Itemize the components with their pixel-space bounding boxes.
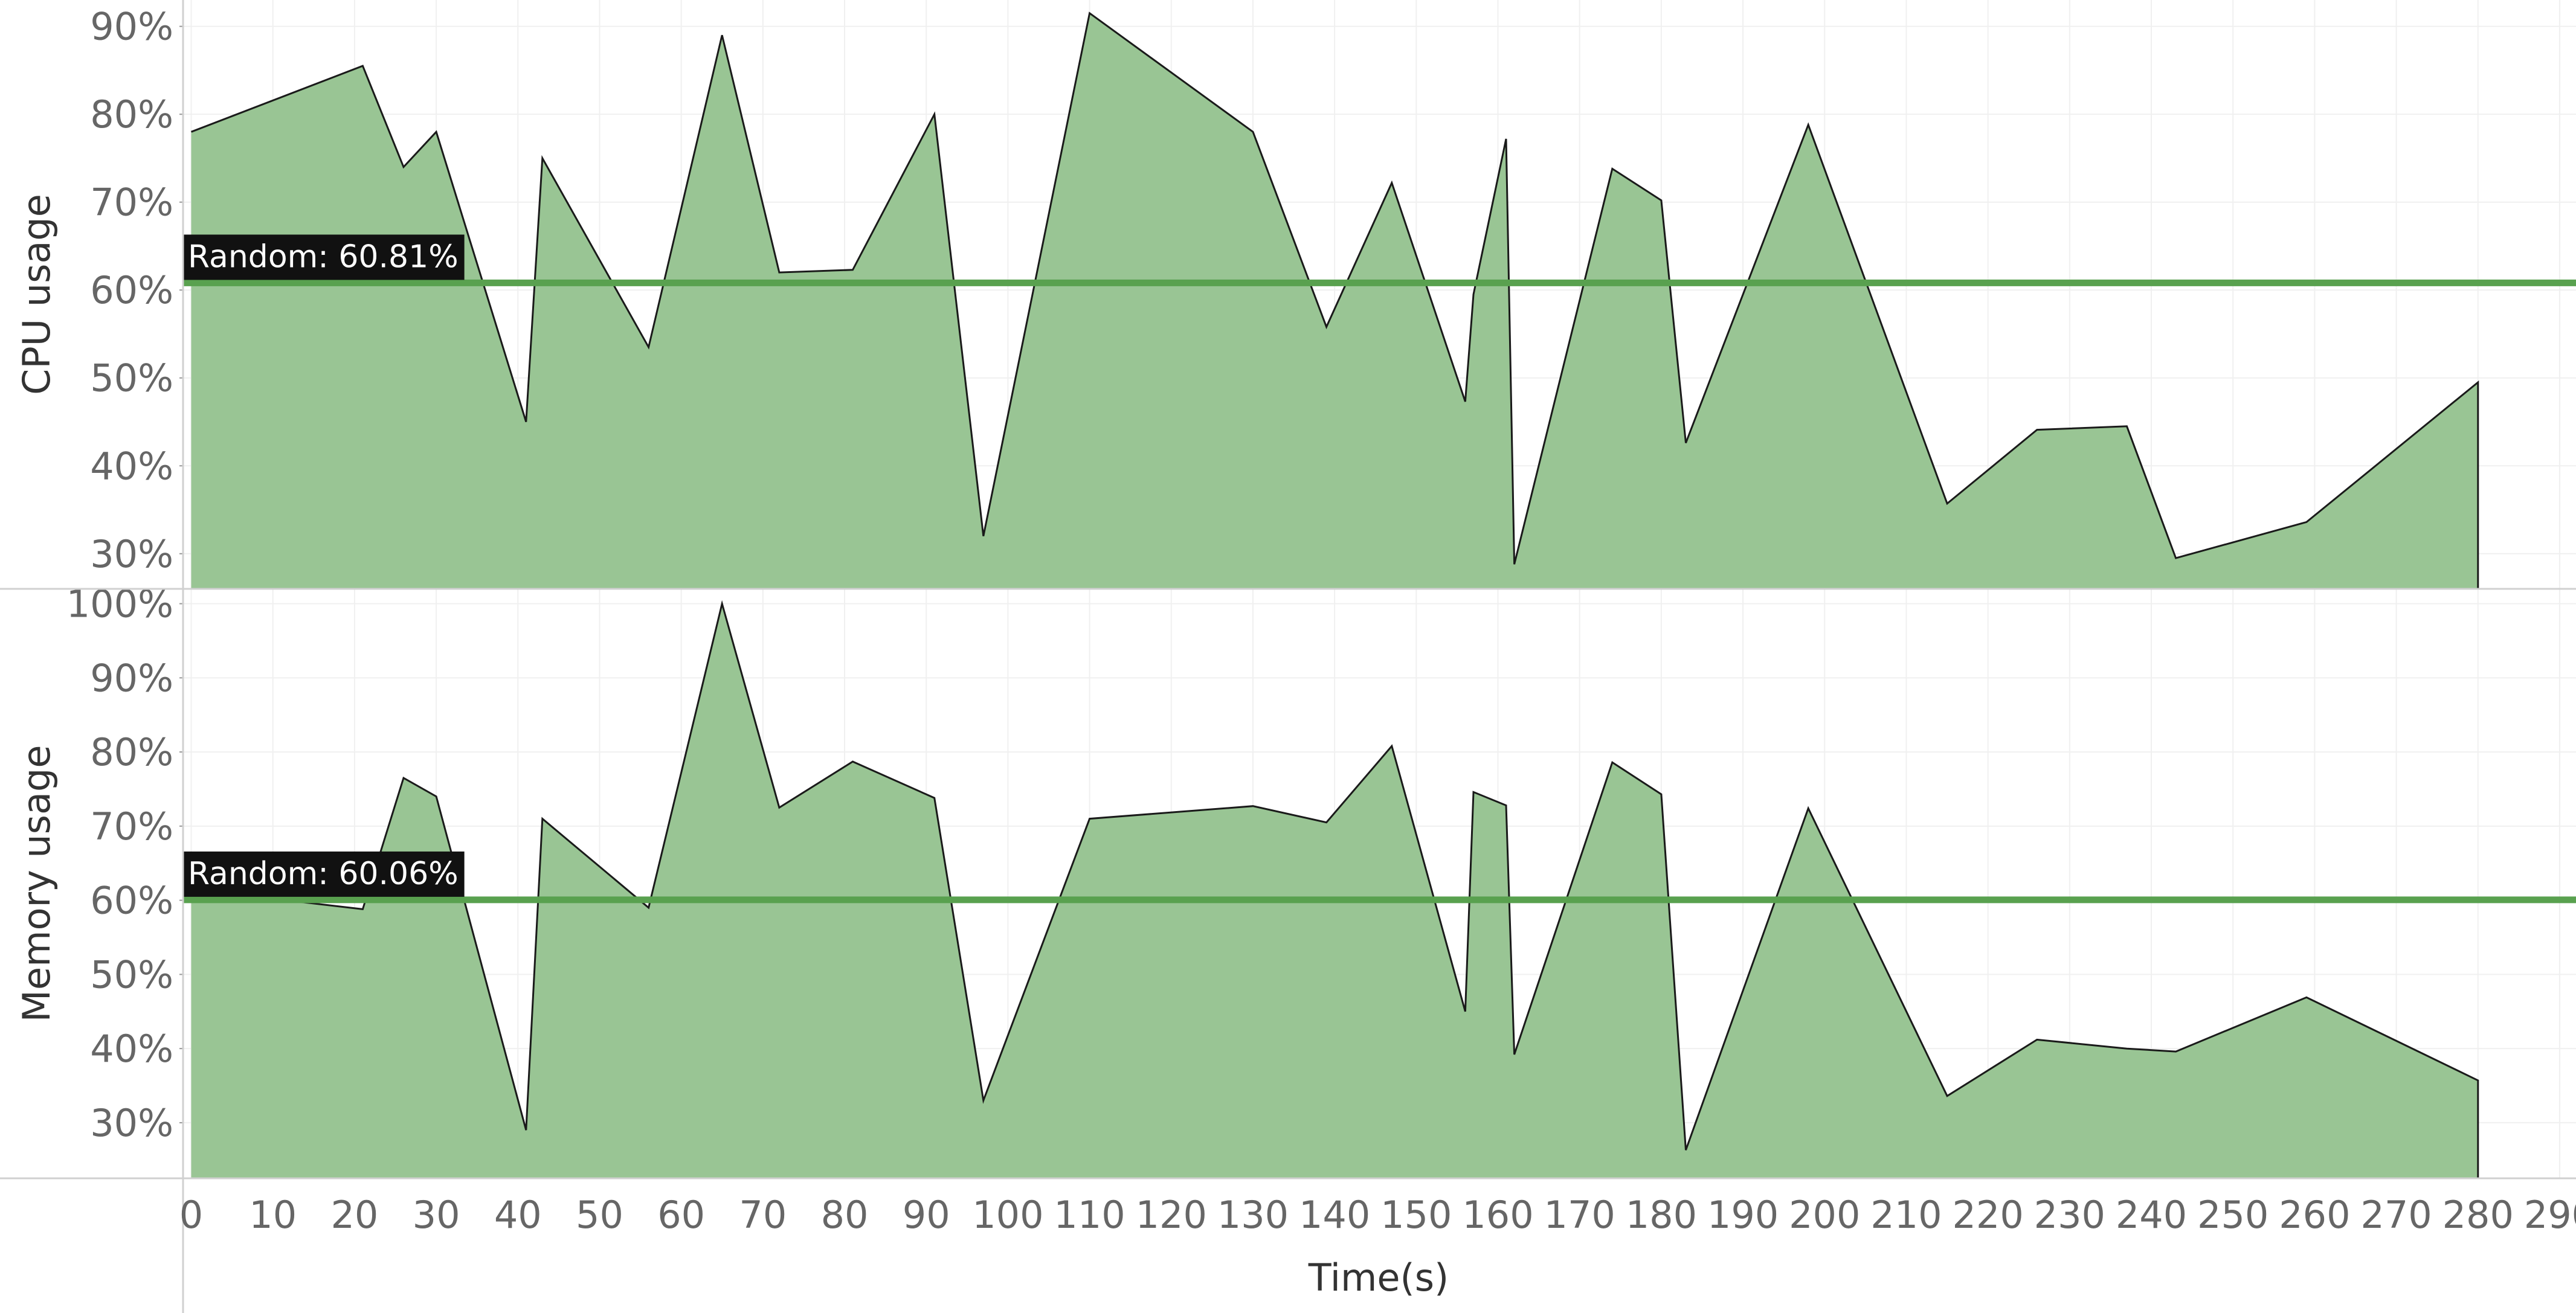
x-tick-label: 30 (413, 1193, 460, 1237)
x-tick-label: 210 (1870, 1193, 1942, 1237)
x-tick-label: 50 (576, 1193, 623, 1237)
y-tick-label: 40% (90, 444, 173, 488)
y-tick-label: 80% (90, 730, 173, 774)
x-tick-label: 200 (1789, 1193, 1860, 1237)
y-axis-title: Memory usage (14, 745, 59, 1022)
x-tick-label: 100 (972, 1193, 1043, 1237)
x-axis: 0 10 20 30 40 50 60 70 80 90 100 110 120 130 140 150 160… (179, 1193, 2576, 1237)
reference-label: Random: 60.81% (183, 234, 465, 280)
y-tick-label: 40% (90, 1027, 173, 1071)
y-tick-label: 80% (90, 92, 173, 136)
reference-label-text: Random: 60.81% (188, 239, 459, 275)
x-tick-label: 240 (2116, 1193, 2187, 1237)
y-tick-label: 60% (90, 268, 173, 312)
x-tick-label: 110 (1054, 1193, 1125, 1237)
area-line (191, 600, 2479, 1178)
x-tick-label: 150 (1380, 1193, 1452, 1237)
reference-label-text: Random: 60.06% (188, 856, 459, 892)
x-tick-label: 0 (179, 1193, 203, 1237)
y-tick-label: 60% (90, 879, 173, 923)
y-tick-label: 50% (90, 952, 173, 997)
area-fill (191, 603, 2478, 1178)
x-tick-label: 220 (1952, 1193, 2023, 1237)
y-tick-label: 70% (90, 804, 173, 849)
x-tick-label: 120 (1136, 1193, 1207, 1237)
reference-label: Random: 60.06% (183, 851, 465, 897)
area-line (190, 11, 2479, 589)
y-tick-label: 70% (90, 181, 173, 225)
x-tick-label: 160 (1462, 1193, 1533, 1237)
x-tick-label: 250 (2197, 1193, 2268, 1237)
cpu-usage-panel: 30% 40% 50% 60% 70% 80% 90% CPU usage Random: 60… (14, 5, 2576, 589)
x-tick-label: 170 (1544, 1193, 1615, 1237)
x-tick-label: 180 (1626, 1193, 1697, 1237)
x-tick-label: 60 (657, 1193, 705, 1237)
x-tick-label: 140 (1299, 1193, 1370, 1237)
x-tick-label: 10 (249, 1193, 297, 1237)
area-fill (191, 13, 2478, 589)
x-tick-label: 270 (2360, 1193, 2432, 1237)
x-tick-label: 40 (494, 1193, 542, 1237)
x-tick-label: 290 (2524, 1193, 2576, 1237)
reference-label-box (183, 851, 465, 897)
x-tick-label: 90 (903, 1193, 950, 1237)
x-tick-label: 260 (2279, 1193, 2350, 1237)
x-tick-label: 70 (739, 1193, 787, 1237)
reference-label-box (183, 234, 465, 280)
x-tick-label: 230 (2034, 1193, 2105, 1237)
x-tick-label: 80 (821, 1193, 869, 1237)
y-tick-label: 50% (90, 356, 173, 400)
x-tick-label: 20 (330, 1193, 378, 1237)
y-tick-label: 30% (90, 532, 173, 576)
memory-usage-panel: 30%40%50%60%70%80%90%100%Memory usage Ran… (14, 582, 2576, 1178)
y-tick-label: 30% (90, 1101, 173, 1145)
x-tick-label: 280 (2442, 1193, 2514, 1237)
y-tick-label: 90% (90, 5, 173, 49)
y-tick-label: 90% (90, 656, 173, 700)
y-axis-title: CPU usage (14, 194, 59, 395)
x-tick-label: 130 (1217, 1193, 1289, 1237)
x-axis-title: Time(s) (1308, 1256, 1449, 1300)
x-tick-label: 190 (1707, 1193, 1779, 1237)
